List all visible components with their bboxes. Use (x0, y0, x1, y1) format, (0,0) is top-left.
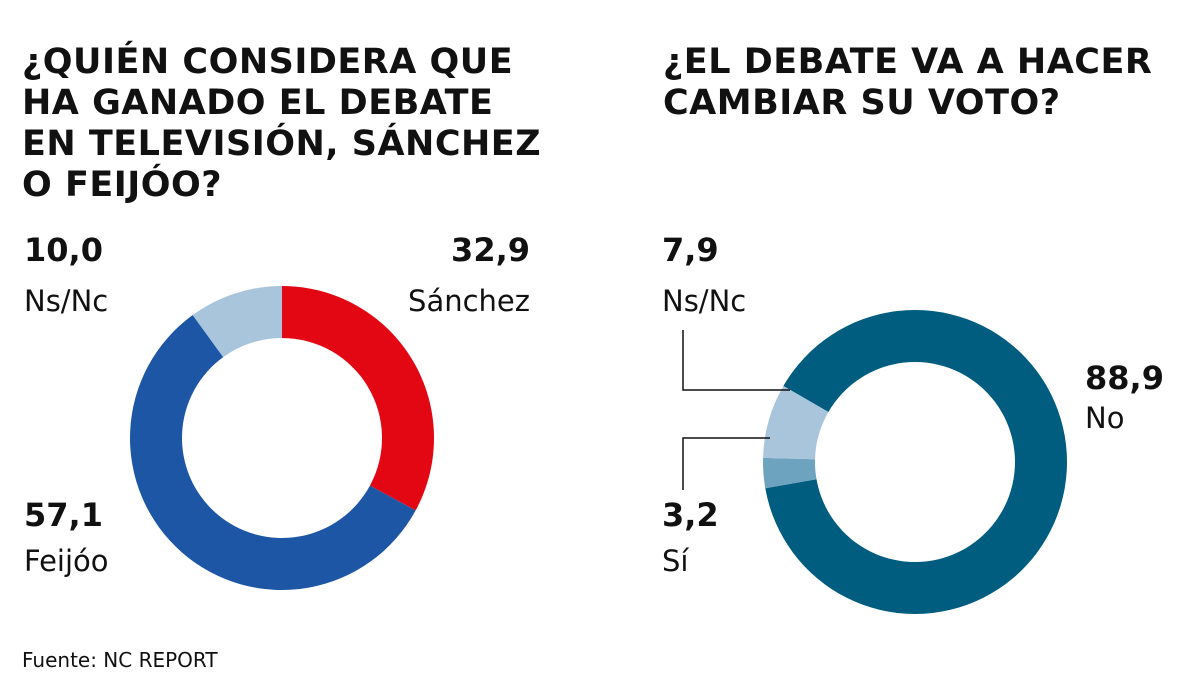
label-value-nsnc-right: 7,9 (662, 231, 719, 269)
vote-slice-ns-nc (763, 386, 829, 460)
label-value-no: 88,9 (1085, 359, 1164, 397)
label-name-nsnc-left: Ns/Nc (24, 284, 109, 318)
label-value-si: 3,2 (662, 496, 719, 534)
winner-slice-s-nchez (282, 286, 434, 511)
label-name-feijoo: Feijóo (24, 544, 109, 578)
winner-slice-ns-nc (192, 286, 282, 358)
source-note: Fuente: NC REPORT (22, 648, 218, 672)
winner-slice-feij-o (129, 315, 416, 591)
label-name-si: Sí (662, 544, 689, 578)
label-name-no: No (1085, 401, 1125, 435)
label-value-nsnc-left: 10,0 (24, 231, 103, 269)
chart-title-left: ¿QUIÉN CONSIDERA QUE HA GANADO EL DEBATE… (22, 42, 542, 205)
label-name-sanchez: Sánchez (408, 284, 530, 318)
chart-title-right: ¿EL DEBATE VA A HACER CAMBIAR SU VOTO? (663, 42, 1153, 123)
label-value-sanchez: 32,9 (451, 231, 530, 269)
label-value-feijoo: 57,1 (24, 496, 103, 534)
label-name-nsnc-right: Ns/Nc (662, 284, 747, 318)
leader-line-nsnc (682, 330, 790, 391)
vote-slice-no (765, 309, 1067, 614)
vote-slice-s- (763, 457, 817, 489)
leader-line-si (682, 437, 770, 490)
